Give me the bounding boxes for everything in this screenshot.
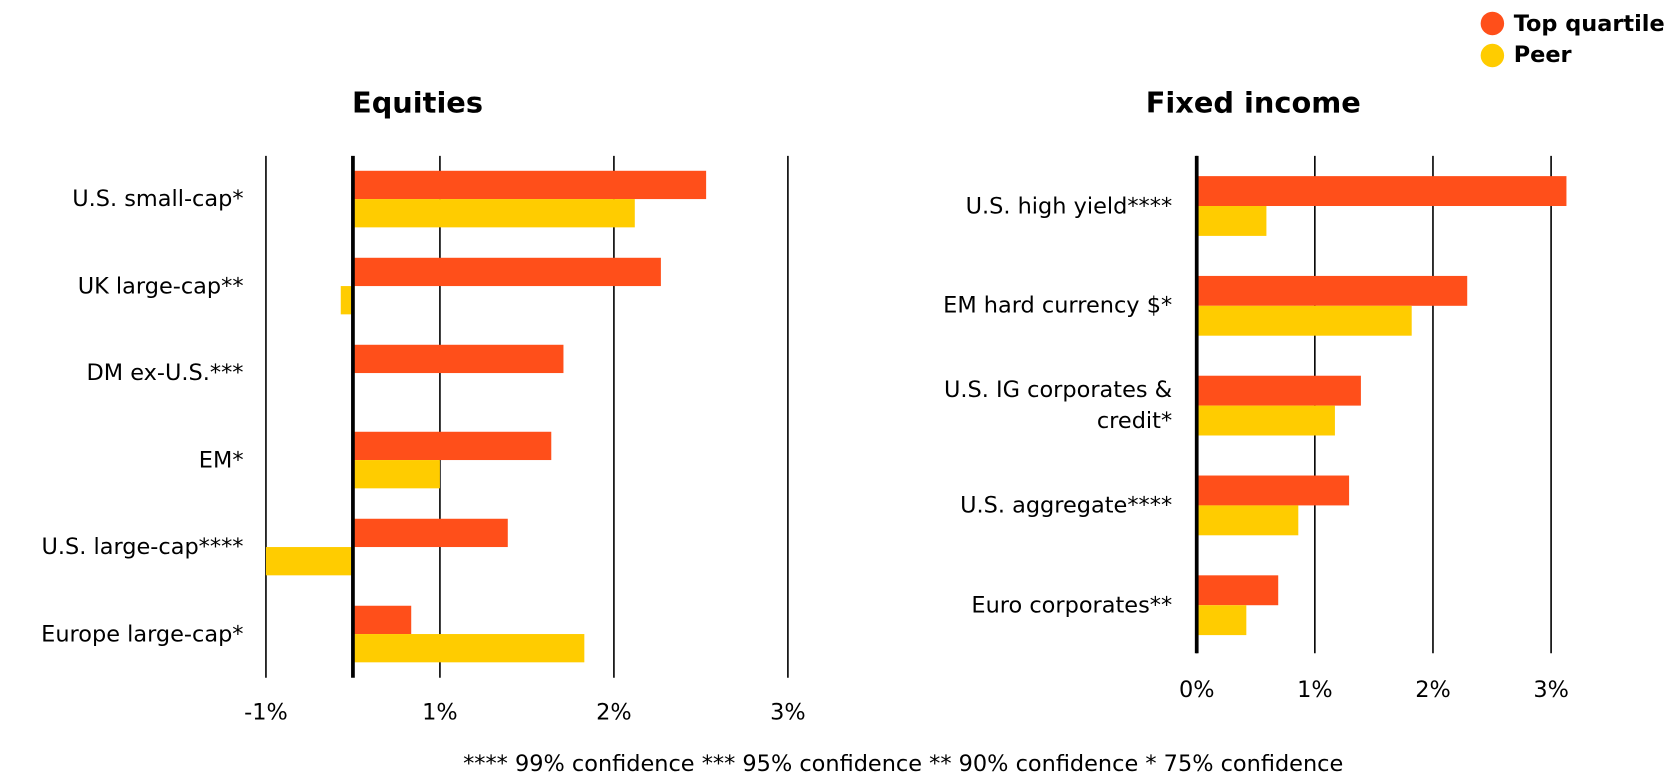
bar [1198, 405, 1335, 436]
legend-label: Top quartile [1514, 11, 1665, 37]
y-label-box: U.S. aggregate**** [960, 492, 1173, 518]
legend-swatch [1480, 11, 1505, 36]
y-label-box: EM hard currency $* [943, 292, 1173, 319]
y-label-box: DM ex-U.S.*** [86, 359, 244, 386]
y-label-box: U.S. high yield**** [965, 192, 1173, 219]
bar [354, 431, 552, 461]
y-tick-label: U.S. high yield**** [965, 192, 1173, 219]
x-tick-label: 1% [422, 700, 458, 726]
y-label-box: U.S. IG corporates & credit* [944, 376, 1173, 434]
bar [354, 344, 564, 374]
bar [354, 634, 585, 663]
bar [1198, 475, 1350, 506]
y-label-box: UK large-cap** [77, 272, 244, 299]
legend-swatch [1480, 43, 1505, 68]
bar [1198, 176, 1567, 207]
y-tick-label: EM* [198, 446, 244, 473]
bar [354, 170, 707, 200]
y-label-box: Europe large-cap* [41, 620, 244, 647]
bar [354, 199, 635, 228]
x-tick-label: 2% [596, 700, 632, 726]
y-tick-label: Europe large-cap* [41, 620, 244, 647]
chart-title: Equities [352, 86, 483, 120]
x-tick-label: 0% [1179, 677, 1215, 703]
y-tick-label: U.S. aggregate**** [960, 492, 1173, 518]
y-tick-label: EM hard currency $* [943, 292, 1173, 319]
bar [1198, 575, 1279, 606]
footnote: **** 99% confidence *** 95% confidence *… [463, 751, 1343, 776]
y-tick-label: U.S. IG corporates & credit* [944, 376, 1173, 434]
bar [354, 605, 412, 635]
bar [265, 547, 355, 576]
y-label-box: Euro corporates** [971, 591, 1173, 618]
y-tick-label: U.S. large-cap**** [41, 533, 244, 560]
bar [1198, 275, 1468, 306]
y-label-box: U.S. large-cap**** [41, 533, 244, 560]
y-label-box: EM* [198, 446, 244, 473]
legend-label: Peer [1514, 42, 1572, 68]
y-tick-label: Euro corporates** [971, 591, 1173, 618]
x-tick-label: 3% [770, 700, 806, 726]
y-tick-label: UK large-cap** [77, 272, 244, 299]
bar [354, 460, 440, 489]
bar [1198, 605, 1247, 636]
y-label-box: U.S. small-cap* [72, 185, 244, 212]
x-tick-label: 1% [1297, 677, 1333, 703]
bar [1198, 305, 1412, 336]
x-tick-label: -1% [244, 700, 288, 726]
x-tick-label: 3% [1533, 677, 1569, 703]
y-tick-label: DM ex-U.S.*** [86, 359, 244, 386]
bar [354, 257, 661, 287]
bar [354, 518, 508, 548]
bar [1198, 375, 1361, 406]
bar [1198, 206, 1267, 236]
bar [1198, 505, 1299, 536]
chart-title: Fixed income [1146, 86, 1361, 120]
x-tick-label: 2% [1415, 677, 1451, 703]
y-tick-label: U.S. small-cap* [72, 185, 244, 212]
